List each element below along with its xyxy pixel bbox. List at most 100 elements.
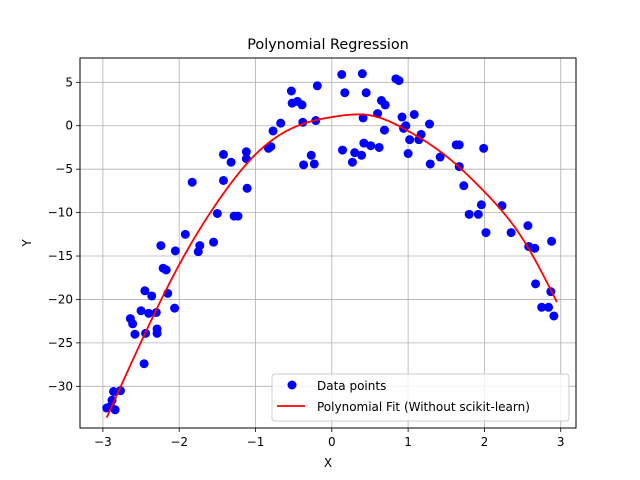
y-tick-label: −5 — [55, 162, 73, 176]
data-point — [544, 302, 554, 312]
legend-box — [271, 373, 570, 422]
y-axis-ticks: −30 −25 −20 −15 −10 −5 0 5 — [48, 75, 80, 393]
x-tick-label: −3 — [94, 435, 112, 449]
data-point — [473, 209, 483, 219]
data-point — [218, 149, 228, 159]
data-point — [226, 157, 236, 167]
data-point — [233, 211, 243, 221]
data-point — [403, 149, 413, 159]
data-point — [347, 157, 357, 167]
data-point — [241, 147, 251, 157]
data-point — [454, 140, 464, 150]
data-point — [144, 308, 154, 318]
data-point — [357, 69, 367, 79]
data-point — [476, 200, 486, 210]
data-point — [425, 159, 435, 169]
data-point — [361, 88, 371, 98]
data-point — [299, 160, 309, 170]
data-point — [397, 112, 407, 122]
x-axis-label: X — [324, 456, 332, 470]
data-point — [209, 237, 219, 247]
y-tick-label: −15 — [48, 249, 73, 263]
data-point — [268, 126, 278, 136]
legend-label-data-points: Data points — [317, 379, 386, 393]
data-point — [481, 228, 491, 238]
x-tick-label: −1 — [247, 435, 265, 449]
polynomial-fit-line — [105, 113, 558, 418]
legend: Data points Polynomial Fit (Without scik… — [271, 373, 570, 422]
x-tick-label: 1 — [404, 435, 412, 449]
data-point — [366, 141, 376, 151]
data-point — [358, 113, 368, 123]
data-point — [266, 142, 276, 152]
data-point — [170, 246, 180, 256]
data-point — [147, 291, 157, 301]
data-point — [379, 125, 389, 135]
data-point — [479, 143, 489, 153]
data-point — [359, 138, 369, 148]
data-point — [306, 150, 316, 160]
x-tick-label: −2 — [170, 435, 188, 449]
y-tick-label: −25 — [48, 336, 73, 350]
y-tick-label: 5 — [65, 75, 73, 89]
y-tick-label: −20 — [48, 292, 73, 306]
data-point — [523, 221, 533, 231]
data-point — [506, 228, 516, 238]
data-point — [530, 243, 540, 253]
data-point — [195, 241, 205, 251]
data-point — [312, 81, 322, 91]
data-point — [394, 76, 404, 86]
grid-lines — [80, 58, 576, 428]
data-point — [161, 265, 171, 275]
x-tick-label: 0 — [328, 435, 336, 449]
data-point — [180, 229, 190, 239]
data-point — [549, 311, 559, 321]
plot-area — [80, 58, 576, 428]
data-point — [140, 286, 150, 296]
y-tick-label: 0 — [65, 119, 73, 133]
data-point — [286, 86, 296, 96]
plot-series — [102, 69, 559, 418]
data-point — [130, 329, 140, 339]
x-tick-label: 2 — [481, 435, 489, 449]
data-point — [156, 241, 166, 251]
data-point — [337, 70, 347, 80]
data-point — [464, 209, 474, 219]
data-point — [350, 148, 360, 158]
legend-marker-data-points — [287, 380, 297, 390]
data-point — [136, 306, 146, 316]
data-point — [170, 303, 180, 313]
chart-title: Polynomial Regression — [247, 37, 409, 53]
data-point — [187, 177, 197, 187]
legend-label-polynomial-fit: Polynomial Fit (Without scikit-learn) — [317, 400, 530, 414]
data-point — [309, 159, 319, 169]
data-point — [357, 150, 367, 160]
data-point — [459, 181, 469, 191]
data-point — [139, 359, 149, 369]
plot-frame — [79, 57, 577, 429]
data-point — [405, 135, 415, 145]
data-point — [128, 319, 138, 329]
data-point — [242, 183, 252, 193]
data-point — [297, 100, 307, 110]
data-point — [537, 302, 547, 312]
data-point — [152, 328, 162, 338]
data-point — [340, 88, 350, 98]
data-point — [337, 145, 347, 155]
data-point — [409, 109, 419, 119]
x-axis-ticks: −3 −2 −1 0 1 2 3 — [94, 428, 565, 449]
data-point — [424, 119, 434, 129]
data-point — [435, 152, 445, 162]
y-tick-label: −30 — [48, 379, 73, 393]
data-point — [212, 208, 222, 218]
data-point — [109, 387, 119, 397]
data-point — [531, 279, 541, 289]
data-point — [218, 175, 228, 185]
data-point — [497, 201, 507, 211]
y-tick-label: −10 — [48, 206, 73, 220]
data-point — [380, 100, 390, 110]
data-point — [547, 236, 557, 246]
x-tick-label: 3 — [557, 435, 565, 449]
data-point — [374, 142, 384, 152]
